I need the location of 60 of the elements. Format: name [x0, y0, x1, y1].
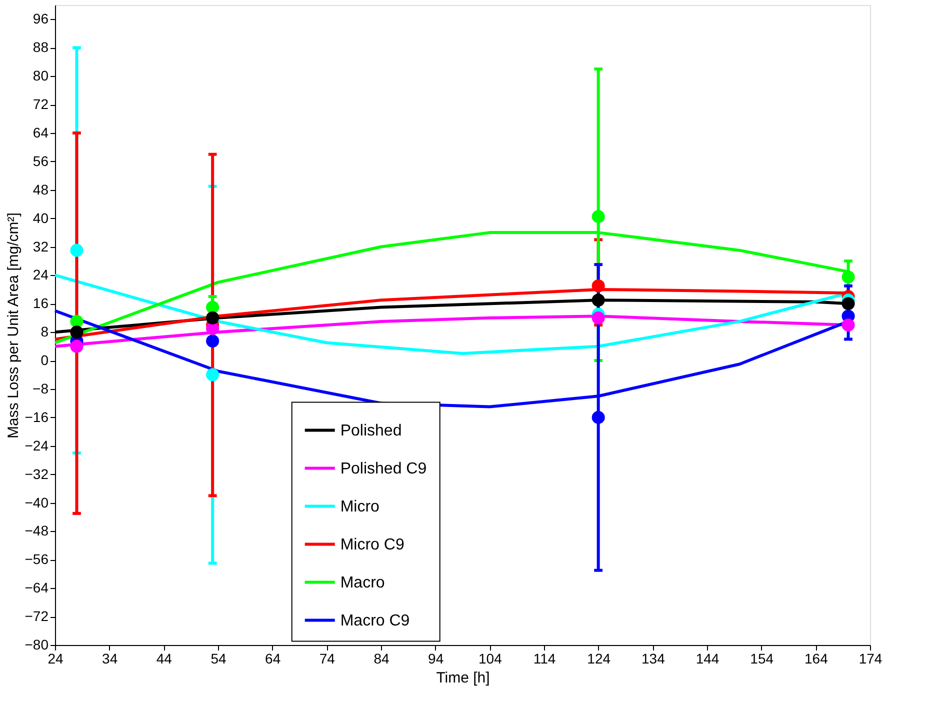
point — [592, 210, 605, 224]
legend-label: Polished C9 — [340, 460, 427, 478]
y-tick-label: 8 — [40, 324, 49, 340]
y-tick-label: −56 — [24, 551, 49, 568]
point — [70, 340, 84, 353]
point — [592, 294, 605, 307]
y-tick-label: −64 — [24, 580, 49, 596]
y-tick-label: −32 — [24, 466, 49, 482]
point — [70, 244, 84, 257]
x-tick-label: 154 — [750, 650, 774, 666]
x-tick-label: 114 — [533, 650, 556, 666]
point — [206, 334, 220, 348]
y-tick-label: −16 — [24, 408, 49, 425]
x-tick-label: 134 — [641, 650, 666, 666]
y-tick-label: −48 — [24, 522, 49, 539]
y-tick-label: 24 — [32, 266, 49, 283]
point — [592, 279, 605, 292]
point — [206, 368, 220, 382]
x-tick-label: 44 — [156, 650, 172, 666]
y-tick-label: −8 — [32, 380, 49, 396]
legend-label: Micro — [340, 498, 380, 516]
x-axis-title: Time [h] — [436, 670, 490, 686]
x-tick-label: 74 — [319, 650, 336, 666]
y-tick-label: 0 — [40, 352, 49, 368]
point — [70, 314, 84, 328]
point — [842, 318, 855, 332]
point — [592, 410, 605, 424]
y-tick-label: −72 — [24, 608, 49, 624]
x-tick-label: 54 — [210, 650, 226, 666]
x-tick-label: 104 — [478, 650, 502, 666]
y-tick-label: 80 — [32, 68, 49, 84]
legend-label: Macro C9 — [340, 612, 410, 630]
y-tick-label: −40 — [24, 494, 49, 510]
y-tick-label: 56 — [32, 152, 49, 169]
point — [206, 311, 220, 324]
x-tick-label: 94 — [428, 650, 444, 666]
y-tick-label: 96 — [32, 10, 49, 27]
y-tick-label: 88 — [32, 39, 49, 56]
x-tick-label: 164 — [804, 650, 828, 666]
y-tick-label: 48 — [32, 181, 49, 198]
y-axis-title: Mass Loss per Unit Area [mg/cm²] — [4, 212, 22, 438]
legend-label: Polished — [340, 422, 402, 440]
legend-label: Micro C9 — [340, 536, 404, 554]
y-tick-label: −24 — [24, 437, 49, 454]
x-tick-label: 34 — [102, 650, 118, 666]
x-tick-label: 124 — [587, 650, 611, 666]
legend-label: Macro — [340, 574, 385, 592]
x-tick-label: 64 — [265, 650, 281, 666]
point — [206, 322, 220, 336]
y-tick-label: 72 — [32, 96, 49, 112]
y-tick-label: 16 — [32, 295, 49, 312]
y-tick-label: −80 — [24, 636, 49, 652]
point — [842, 270, 855, 284]
x-tick-label: 144 — [696, 650, 720, 666]
point — [842, 297, 855, 310]
y-tick-label: 64 — [32, 124, 49, 140]
x-tick-label: 174 — [858, 650, 882, 666]
y-tick-label: 40 — [32, 210, 49, 226]
y-tick-label: 32 — [32, 238, 49, 254]
x-tick-label: 84 — [374, 650, 390, 666]
